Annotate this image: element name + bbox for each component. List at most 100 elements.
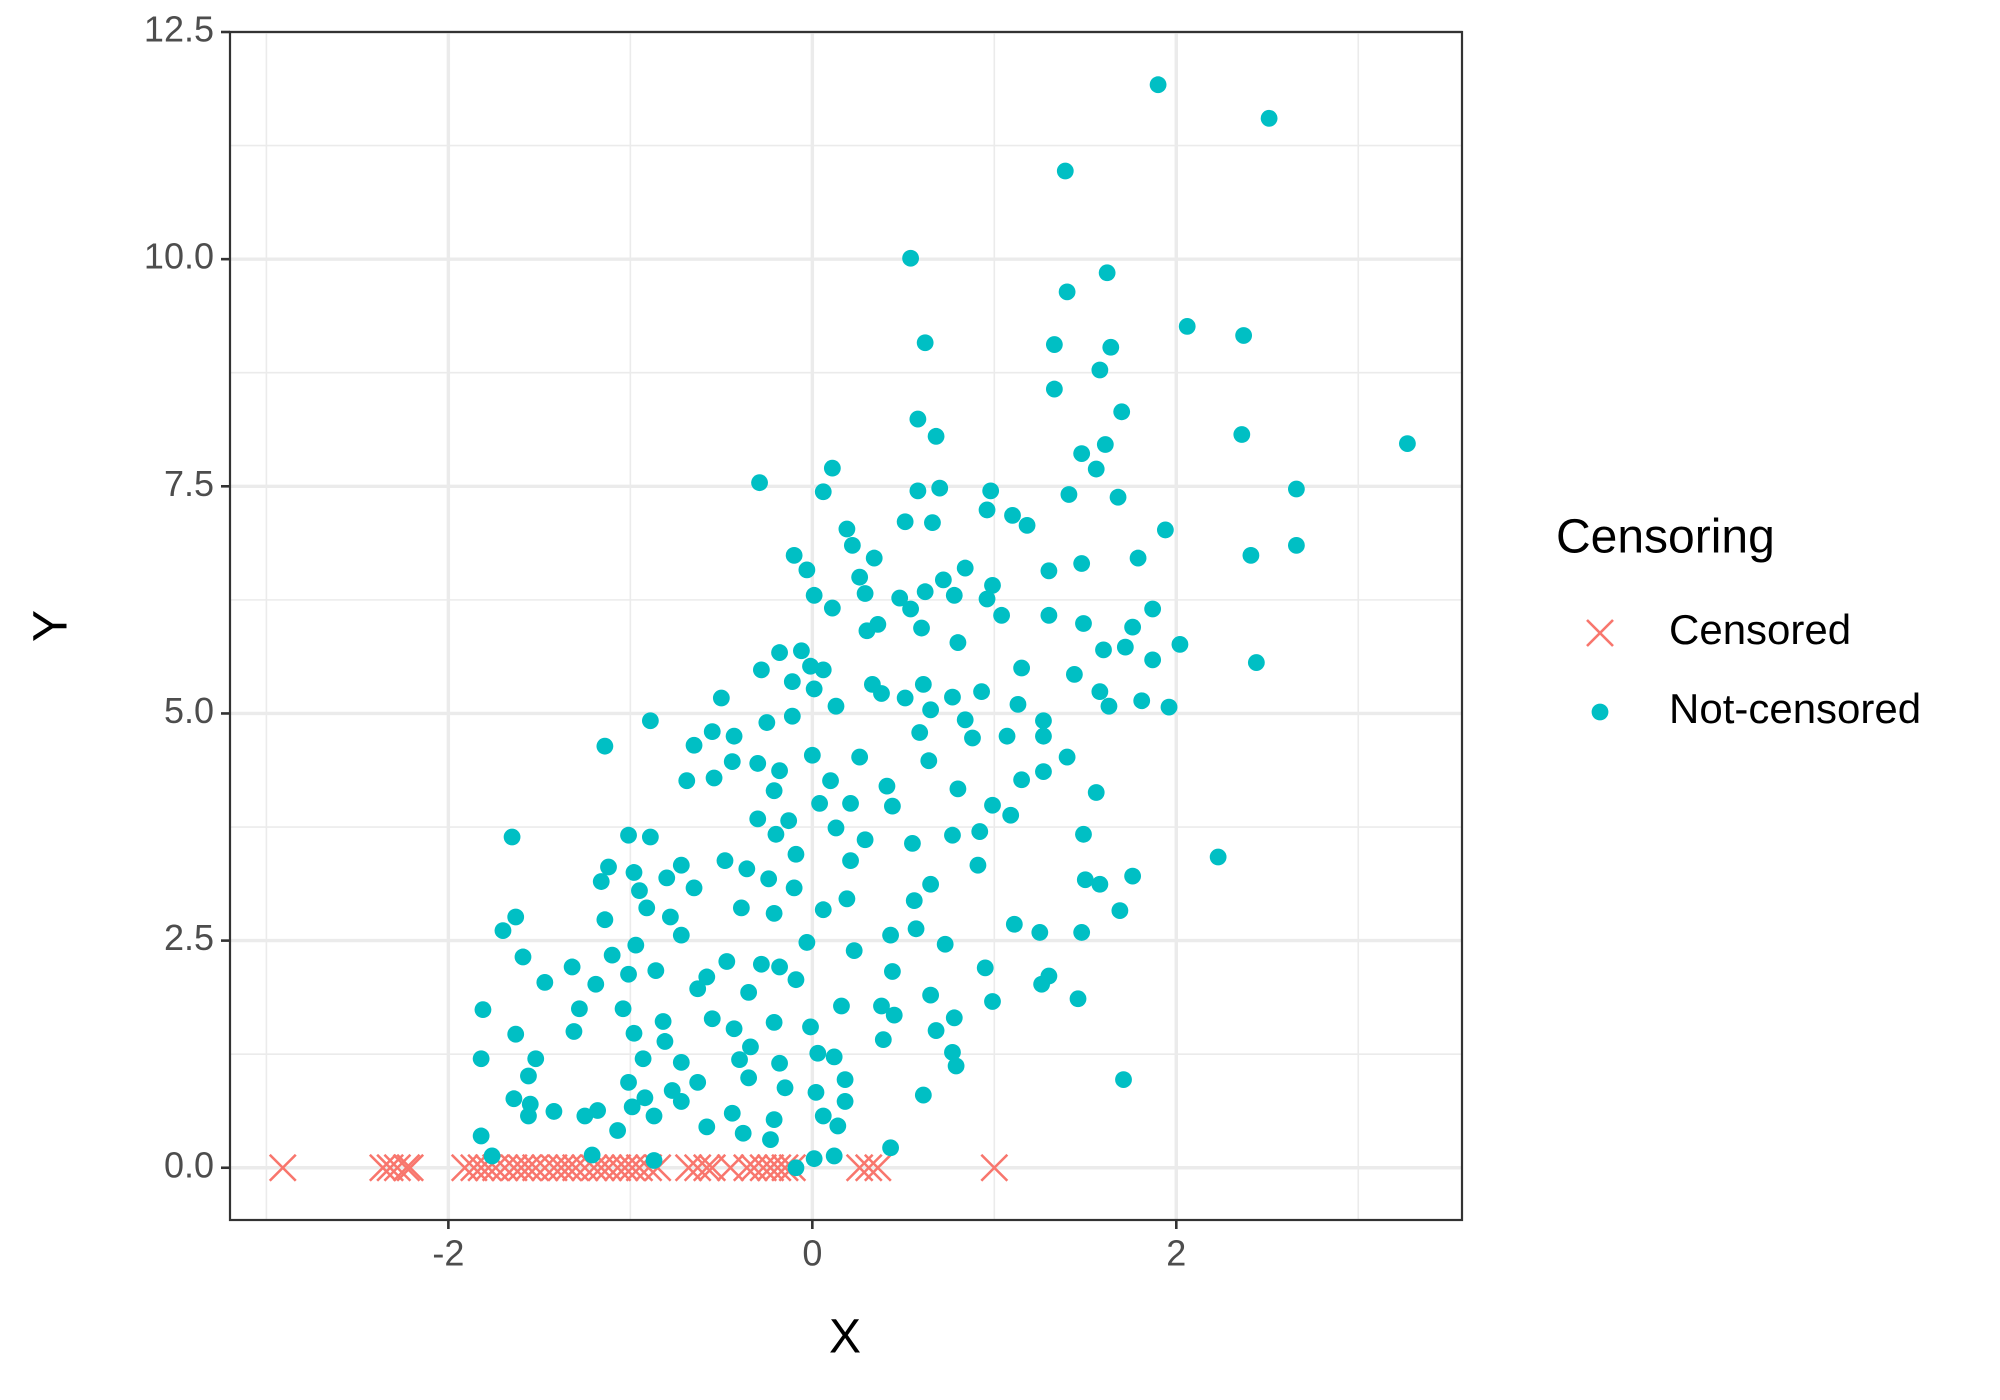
legend-label: Not-censored	[1669, 685, 1921, 732]
point	[805, 586, 823, 604]
point	[845, 942, 863, 959]
point	[922, 701, 940, 719]
point	[922, 875, 940, 893]
point	[1033, 975, 1051, 993]
point	[1040, 606, 1058, 624]
point	[851, 568, 869, 586]
point	[1109, 488, 1127, 506]
point	[882, 1139, 899, 1157]
point	[725, 727, 743, 745]
point	[829, 1117, 847, 1135]
point	[771, 1153, 799, 1182]
point	[814, 1107, 832, 1125]
point	[944, 826, 961, 844]
point	[842, 795, 859, 812]
point	[1171, 635, 1189, 653]
series	[268, 1153, 1009, 1182]
point	[600, 858, 617, 876]
point	[1013, 771, 1031, 789]
point	[1095, 641, 1112, 659]
point	[1102, 338, 1120, 356]
legend-title: Censoring	[1556, 511, 1775, 564]
point	[944, 688, 961, 706]
point	[1091, 361, 1109, 379]
point	[742, 1038, 759, 1056]
point	[1091, 875, 1109, 893]
point	[609, 1122, 627, 1139]
point	[589, 1102, 606, 1119]
point	[1144, 651, 1162, 669]
point	[944, 1043, 961, 1061]
point	[1035, 712, 1052, 730]
point	[878, 777, 896, 795]
point	[973, 683, 990, 701]
point	[752, 955, 770, 973]
point	[911, 724, 929, 741]
point	[914, 675, 932, 693]
point	[823, 599, 841, 617]
point	[1065, 665, 1083, 683]
point	[1116, 638, 1134, 656]
point	[725, 1020, 743, 1038]
point	[459, 1153, 488, 1182]
point	[964, 729, 981, 747]
point	[904, 834, 921, 852]
point	[1002, 806, 1020, 824]
point	[563, 958, 581, 976]
point	[785, 546, 803, 564]
point	[924, 514, 941, 532]
point	[692, 1153, 721, 1182]
point	[916, 334, 934, 352]
point	[1233, 426, 1251, 443]
point	[971, 823, 989, 840]
point	[771, 1054, 788, 1072]
point	[614, 1000, 632, 1018]
point	[927, 1022, 945, 1039]
point	[1045, 336, 1063, 353]
point	[1178, 317, 1196, 335]
point	[587, 975, 605, 993]
point	[592, 873, 610, 890]
point	[1133, 692, 1151, 710]
point	[776, 1079, 794, 1097]
point	[1087, 784, 1105, 801]
point	[641, 828, 659, 846]
point	[838, 520, 856, 538]
point	[856, 831, 874, 849]
point	[945, 1009, 963, 1027]
point	[836, 1093, 854, 1110]
point	[718, 953, 736, 970]
point	[809, 1044, 827, 1062]
point	[787, 1159, 805, 1177]
point	[1247, 654, 1265, 671]
point	[931, 479, 949, 497]
point	[914, 1086, 932, 1104]
point	[383, 1153, 412, 1182]
point	[767, 825, 785, 843]
point	[936, 935, 954, 953]
point	[811, 795, 829, 812]
point	[978, 590, 996, 608]
point	[1076, 871, 1094, 889]
point	[547, 1153, 576, 1182]
y-tick-label: 2.5	[164, 917, 214, 958]
point	[858, 622, 876, 640]
point	[827, 697, 845, 715]
point	[1144, 600, 1162, 618]
point	[909, 410, 927, 428]
point	[656, 1033, 674, 1050]
point	[1235, 327, 1253, 344]
point	[472, 1127, 490, 1145]
point	[1098, 264, 1116, 282]
point	[842, 852, 859, 870]
point	[1115, 1071, 1132, 1089]
point	[751, 474, 768, 492]
point	[891, 589, 909, 607]
point	[814, 483, 832, 501]
point	[825, 1048, 843, 1066]
point	[1156, 521, 1174, 539]
point	[723, 1104, 741, 1122]
point	[749, 755, 767, 772]
point	[827, 819, 845, 837]
